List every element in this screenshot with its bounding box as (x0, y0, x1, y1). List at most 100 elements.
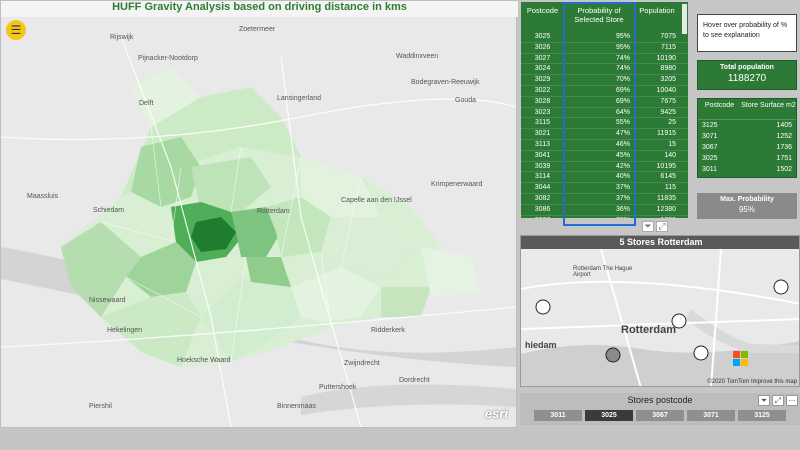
map-attribution[interactable]: ©2020 TomTom Improve this map (707, 379, 797, 385)
store-surface-table[interactable]: Postcode Store Surface m2 3125 1405 3071 12… (697, 98, 797, 178)
place-label: Puttershoek (319, 384, 357, 391)
table-scrollbar[interactable] (682, 4, 687, 34)
map-title: HUFF Gravity Analysis based on driving d… (1, 1, 518, 17)
map-label-schiedam: hiedam (525, 340, 557, 350)
cell-probability: 45% (615, 151, 630, 159)
table-row[interactable]: 3082 37% 11835 (521, 194, 688, 205)
table-row[interactable]: 3011 1502 (698, 164, 796, 175)
store-map-title: 5 Stores Rotterdam (521, 236, 799, 249)
table-row[interactable]: 3022 69% 10040 (521, 86, 688, 97)
surface-table-body: 3125 1405 3071 1252 3067 1736 3025 1751 3011 1502 (698, 120, 796, 175)
cell-population: 1830 (634, 216, 680, 218)
choropleth-map[interactable] (1, 17, 516, 427)
cell-postcode: 3021 (534, 130, 551, 138)
place-label: Bodegraven-Reeuwijk (411, 79, 480, 86)
cell-probability: 69% (615, 97, 630, 105)
table-row[interactable]: 3039 42% 10195 (521, 162, 688, 173)
table-row[interactable]: 3125 1405 (698, 120, 796, 131)
filter-icon[interactable]: ⏷ (642, 221, 654, 232)
table-row[interactable]: 3067 1736 (698, 142, 796, 153)
store-map-panel[interactable]: 5 Stores Rotterdam Rotterdam hiedam Rott… (520, 235, 800, 387)
place-label: Hekelingen (107, 327, 143, 334)
place-label: Zoetermeer (239, 26, 276, 33)
cell-postcode: 3067 (702, 144, 718, 151)
place-label: Hoeksche Waard (177, 357, 231, 364)
table-row[interactable]: 308735%1830 (521, 216, 688, 218)
focus-mode-icon[interactable]: ⤢ (656, 221, 668, 232)
table-row[interactable]: 3029 70% 3205 (521, 75, 688, 86)
cell-population: 9425 (660, 108, 676, 116)
slicer-option-3071[interactable]: 3071 (687, 410, 735, 421)
store-map[interactable] (521, 249, 800, 387)
header-postcode[interactable]: Postcode (526, 6, 559, 15)
place-label: Waddinxveen (396, 53, 439, 60)
cell-postcode: 3029 (534, 76, 551, 84)
cell-population: 12380 (656, 205, 676, 213)
menu-icon[interactable]: ☰ (6, 20, 26, 40)
table-row[interactable]: 3027 74% 10190 (521, 54, 688, 65)
stores-postcode-slicer: Stores postcode 3011 3025 3067 3071 3125 ⏷ ⤢… (520, 393, 800, 425)
cell-probability: 46% (615, 140, 630, 148)
cell-postcode: 3115 (534, 119, 551, 127)
cell-store-surface: 1751 (776, 155, 792, 162)
header-probability[interactable]: Probability of Selected Store (574, 6, 624, 24)
filter-icon[interactable]: ⏷ (758, 395, 770, 406)
table-header: Postcode Probability of Selected Store P… (521, 2, 688, 32)
slicer-option-3025[interactable]: 3025 (585, 410, 633, 421)
table-row[interactable]: 3026 95% 7115 (521, 43, 688, 54)
focus-mode-icon[interactable]: ⤢ (772, 395, 784, 406)
cell-population: 140 (664, 151, 676, 159)
cell-population: 7115 (660, 43, 676, 51)
table-row[interactable]: 3024 74% 8980 (521, 64, 688, 76)
cell-postcode: 3022 (534, 86, 551, 94)
table-row[interactable]: 3071 1252 (698, 131, 796, 142)
header-population[interactable]: Population (639, 6, 675, 15)
cell-postcode: 3082 (534, 194, 551, 202)
place-label: Rijswijk (110, 34, 134, 41)
table-row[interactable]: 3021 47% 11915 (521, 129, 688, 140)
cell-probability: 42% (615, 162, 630, 170)
slicer-option-3067[interactable]: 3067 (636, 410, 684, 421)
table-row[interactable]: 3113 46% 15 (521, 140, 688, 151)
choropleth-map-panel[interactable]: HUFF Gravity Analysis based on driving d… (0, 0, 518, 428)
cell-postcode: 3027 (534, 54, 551, 62)
cell-population: 11915 (657, 130, 676, 138)
cell-store-surface: 1252 (776, 133, 792, 140)
map-label-airport: Rotterdam The Hague Airport (573, 266, 633, 278)
cell-population: 10190 (656, 54, 676, 62)
cell-population: 10195 (656, 162, 676, 170)
cell-postcode: 3025 (534, 33, 551, 40)
table-row[interactable]: 3025 1751 (698, 153, 796, 164)
table-row[interactable]: 3086 36% 12380 (521, 205, 688, 216)
table-row[interactable]: 3025 95% 7075 (521, 32, 688, 43)
table-row[interactable]: 3115 55% 25 (521, 118, 688, 130)
cell-store-surface: 1736 (776, 144, 792, 151)
table-row[interactable]: 3028 69% 7675 (521, 97, 688, 108)
hint-text: Hover over probability of % to see expla… (703, 22, 788, 39)
esri-logo: esri (484, 406, 508, 421)
cell-population: 115 (664, 184, 676, 192)
slicer-option-3011[interactable]: 3011 (534, 410, 582, 421)
table-row[interactable]: 3041 45% 140 (521, 151, 688, 162)
cell-probability: 37% (615, 194, 630, 202)
cell-probability: 37% (615, 184, 630, 192)
slicer-option-3125[interactable]: 3125 (738, 410, 786, 421)
table-row[interactable]: 3023 64% 9425 (521, 108, 688, 119)
cell-postcode: 3071 (702, 133, 718, 140)
probability-table[interactable]: Postcode Probability of Selected Store P… (521, 2, 688, 218)
max-probability-value: 95% (738, 205, 755, 214)
more-options-icon[interactable]: ⋯ (786, 395, 798, 406)
cell-population: 11835 (657, 194, 676, 202)
header-store-surface[interactable]: Store Surface m2 (741, 102, 796, 109)
table-body: 3025 95% 7075 3026 95% 7115 3027 74% 10190 3024 74… (521, 32, 688, 218)
cell-probability: 70% (615, 76, 630, 84)
place-label: Gouda (455, 97, 477, 104)
cell-probability: 74% (615, 65, 630, 73)
cell-postcode: 3114 (534, 173, 551, 181)
slicer-title: Stores postcode (627, 395, 693, 405)
header-postcode[interactable]: Postcode (704, 102, 735, 109)
table-row[interactable]: 3044 37% 115 (521, 183, 688, 194)
table-row[interactable]: 3114 40% 6145 (521, 172, 688, 184)
surface-table-header: Postcode Store Surface m2 (698, 99, 796, 120)
